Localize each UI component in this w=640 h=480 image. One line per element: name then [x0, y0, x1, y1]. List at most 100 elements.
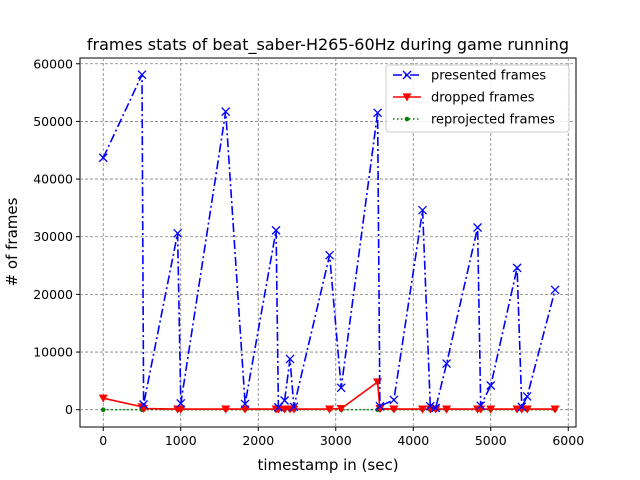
- data-point: [273, 405, 283, 414]
- y-tick-label: 20000: [33, 287, 73, 302]
- legend-marker: [404, 116, 410, 122]
- data-point: [100, 407, 106, 413]
- y-axis-label: # of frames: [3, 197, 21, 286]
- x-tick-label: 1000: [165, 433, 197, 448]
- data-point: [389, 405, 399, 414]
- data-point: [418, 405, 428, 414]
- data-point: [517, 402, 527, 412]
- x-tick-label: 2000: [242, 433, 274, 448]
- marker-stroke: [336, 383, 346, 393]
- marker-stroke: [550, 285, 560, 295]
- legend-label: reprojected frames: [431, 113, 555, 128]
- marker-stroke: [98, 153, 108, 163]
- x-axis-label: timestamp in (sec): [257, 456, 398, 474]
- marker-stroke: [289, 402, 299, 412]
- data-point: [486, 405, 496, 414]
- data-point: [442, 359, 452, 369]
- marker-stroke: [389, 395, 399, 405]
- data-point: [176, 398, 186, 408]
- data-point: [486, 381, 496, 390]
- legend-marker: [402, 93, 412, 102]
- legend: presented frames dropped frames reprojecte…: [385, 64, 570, 133]
- plot-area: [79, 57, 577, 428]
- data-point: [98, 394, 108, 403]
- marker-stroke: [375, 401, 385, 411]
- data-point: [442, 405, 452, 414]
- marker-stroke: [325, 250, 335, 260]
- series-layer: [98, 70, 560, 414]
- legend-box: [385, 64, 570, 133]
- y-tick-label: 40000: [33, 172, 73, 187]
- marker-stroke: [431, 403, 441, 413]
- data-point: [425, 401, 435, 411]
- data-point: [389, 395, 399, 405]
- marker-stroke: [402, 70, 412, 80]
- series-presented-frames: [98, 70, 560, 413]
- marker-stroke: [418, 205, 428, 215]
- data-point: [375, 401, 385, 411]
- legend-label: dropped frames: [431, 91, 535, 106]
- data-point: [240, 405, 250, 414]
- data-point: [240, 399, 250, 409]
- x-tick-label: 3000: [320, 433, 352, 448]
- data-point: [476, 401, 486, 411]
- data-point: [137, 70, 147, 80]
- marker-stroke: [139, 400, 149, 409]
- marker-stroke: [137, 70, 147, 80]
- marker-stroke: [517, 402, 527, 412]
- data-point: [325, 250, 335, 260]
- x-tick-label: 0: [99, 433, 107, 448]
- data-point: [522, 391, 532, 401]
- legend-label: presented frames: [431, 69, 546, 84]
- data-point: [176, 405, 186, 414]
- data-point: [418, 205, 428, 215]
- x-tick-label: 6000: [552, 433, 584, 448]
- marker-stroke: [486, 381, 496, 390]
- data-point: [550, 405, 560, 414]
- data-point: [522, 405, 532, 414]
- data-point: [325, 405, 335, 414]
- marker-stroke: [280, 396, 290, 405]
- marker-stroke: [221, 107, 231, 117]
- data-point: [512, 263, 522, 273]
- y-tick-label: 0: [65, 402, 73, 417]
- marker-stroke: [240, 399, 250, 409]
- data-point: [139, 400, 149, 409]
- data-point: [271, 225, 281, 235]
- data-point: [285, 354, 295, 364]
- marker-stroke: [442, 359, 452, 369]
- series-dropped-frames: [98, 378, 560, 414]
- marker-stroke: [512, 263, 522, 273]
- marker-stroke: [285, 354, 295, 364]
- series-line: [103, 380, 556, 410]
- marker-stroke: [522, 391, 532, 401]
- data-point: [373, 108, 383, 118]
- data-point: [280, 396, 290, 405]
- data-point: [375, 404, 385, 414]
- legend-marker: [402, 70, 412, 80]
- data-point: [336, 383, 346, 393]
- x-tick-label: 4000: [397, 433, 429, 448]
- data-point: [431, 403, 441, 413]
- data-point: [373, 378, 383, 387]
- axis-ticks: 0 1000 2000 3000 4000 5000 6000010000200003000…: [33, 56, 584, 448]
- chart-title: frames stats of beat_saber-H265-60Hz dur…: [87, 35, 569, 55]
- y-tick-label: 30000: [33, 229, 73, 244]
- data-point: [221, 405, 231, 414]
- marker-stroke: [476, 401, 486, 411]
- y-tick-label: 50000: [33, 114, 73, 129]
- marker-stroke: [176, 398, 186, 408]
- data-point: [550, 285, 560, 295]
- data-point: [98, 153, 108, 163]
- y-tick-label: 60000: [33, 56, 73, 71]
- y-tick-label: 10000: [33, 345, 73, 360]
- marker-stroke: [473, 223, 483, 232]
- series-line: [102, 74, 556, 410]
- data-point: [289, 405, 299, 414]
- marker-stroke: [173, 228, 183, 238]
- marker-stroke: [271, 225, 281, 235]
- data-point: [221, 107, 231, 117]
- data-point: [173, 228, 183, 238]
- data-point: [289, 402, 299, 412]
